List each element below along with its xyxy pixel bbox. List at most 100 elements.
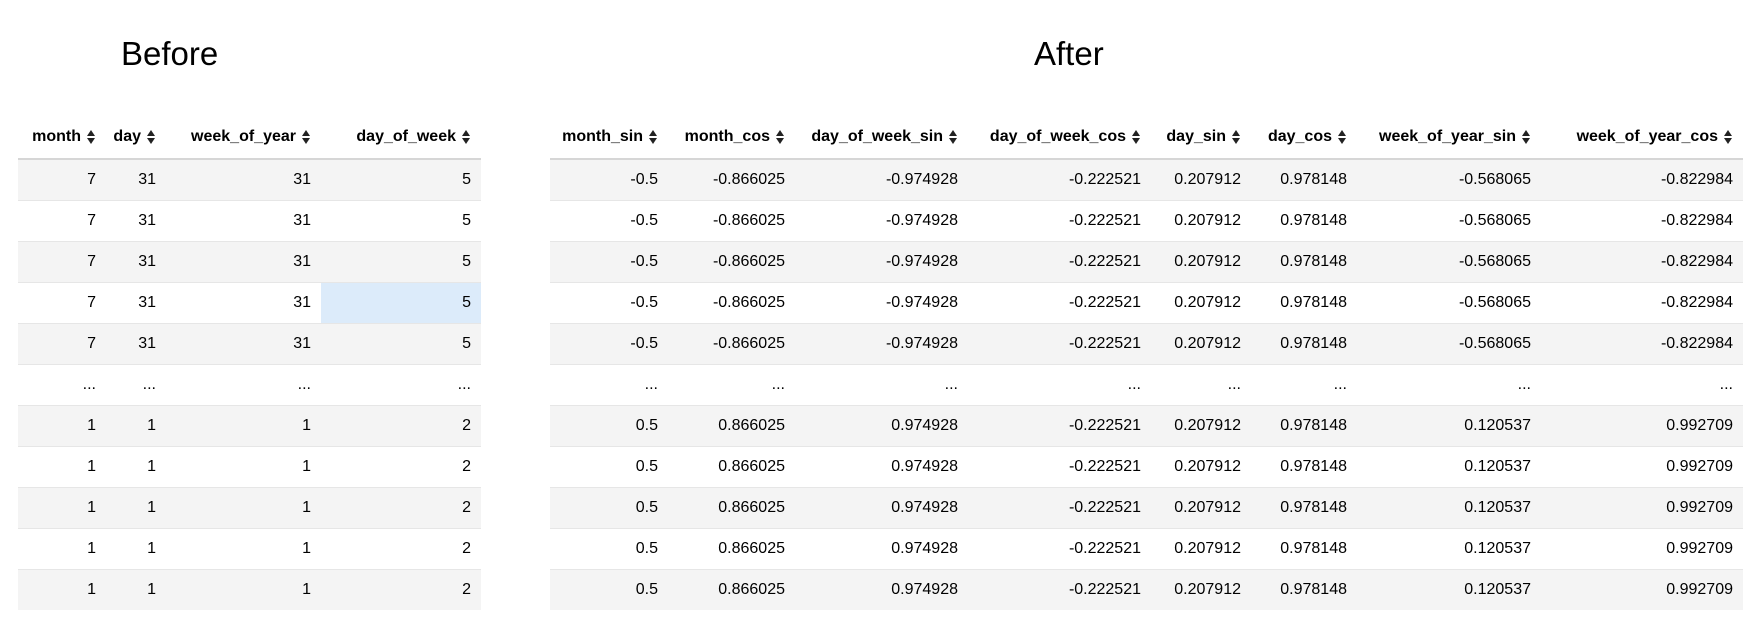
table-cell[interactable]: 0.978148 (1251, 159, 1357, 201)
table-cell[interactable]: 31 (166, 200, 321, 242)
table-cell[interactable]: 0.992709 (1541, 528, 1743, 570)
table-cell[interactable]: 31 (106, 200, 166, 242)
table-cell[interactable]: -0.568065 (1357, 323, 1541, 365)
table-cell[interactable]: 0.866025 (668, 487, 795, 529)
sort-icon[interactable] (1724, 129, 1733, 144)
table-cell[interactable]: 0.866025 (668, 405, 795, 447)
table-cell[interactable]: 31 (106, 323, 166, 365)
after-column-header-day-of-week-sin[interactable]: day_of_week_sin (795, 116, 968, 160)
before-column-header-day[interactable]: day (106, 116, 166, 160)
table-cell[interactable]: 0.978148 (1251, 569, 1357, 610)
table-cell[interactable]: 7 (18, 241, 106, 283)
table-cell[interactable]: 0.978148 (1251, 405, 1357, 447)
table-cell[interactable]: -0.222521 (968, 159, 1151, 201)
table-cell[interactable]: -0.222521 (968, 487, 1151, 529)
table-cell[interactable]: 31 (106, 159, 166, 201)
table-cell[interactable]: 1 (106, 446, 166, 488)
table-cell[interactable]: 0.207912 (1151, 405, 1251, 447)
table-cell[interactable]: 0.992709 (1541, 487, 1743, 529)
table-cell[interactable]: 1 (166, 487, 321, 529)
table-cell[interactable]: -0.866025 (668, 241, 795, 283)
table-cell[interactable]: 1 (18, 487, 106, 529)
table-cell[interactable]: 1 (18, 405, 106, 447)
after-column-header-day-cos[interactable]: day_cos (1251, 116, 1357, 160)
table-cell[interactable]: -0.822984 (1541, 159, 1743, 201)
table-cell[interactable]: 0.978148 (1251, 487, 1357, 529)
table-cell[interactable]: -0.866025 (668, 159, 795, 201)
table-cell[interactable]: ... (166, 364, 321, 406)
table-cell[interactable]: 1 (166, 405, 321, 447)
table-cell[interactable]: 5 (321, 323, 481, 365)
table-cell[interactable]: 0.974928 (795, 528, 968, 570)
table-cell[interactable]: -0.222521 (968, 528, 1151, 570)
table-cell[interactable]: 0.866025 (668, 569, 795, 610)
sort-icon[interactable] (649, 129, 658, 144)
table-cell[interactable]: 0.207912 (1151, 487, 1251, 529)
sort-icon[interactable] (1338, 129, 1347, 144)
table-cell[interactable]: 0.120537 (1357, 446, 1541, 488)
table-cell[interactable]: 1 (106, 528, 166, 570)
table-cell[interactable]: 0.120537 (1357, 405, 1541, 447)
table-cell[interactable]: 0.5 (550, 446, 668, 488)
table-cell[interactable]: -0.568065 (1357, 241, 1541, 283)
table-cell[interactable]: 1 (166, 528, 321, 570)
table-cell[interactable]: 0.866025 (668, 528, 795, 570)
table-cell[interactable]: 0.978148 (1251, 282, 1357, 324)
table-cell[interactable]: -0.822984 (1541, 200, 1743, 242)
table-cell[interactable]: -0.5 (550, 200, 668, 242)
table-cell[interactable]: 2 (321, 569, 481, 610)
table-cell[interactable]: 0.120537 (1357, 487, 1541, 529)
table-cell[interactable]: 5 (321, 159, 481, 201)
table-cell[interactable]: -0.568065 (1357, 159, 1541, 201)
table-cell[interactable]: 1 (106, 487, 166, 529)
table-cell[interactable]: -0.866025 (668, 282, 795, 324)
table-cell[interactable]: 1 (166, 569, 321, 610)
table-cell[interactable]: 0.992709 (1541, 569, 1743, 610)
table-cell[interactable]: 31 (166, 241, 321, 283)
table-cell[interactable]: 31 (166, 282, 321, 324)
table-cell[interactable]: 2 (321, 487, 481, 529)
table-cell[interactable]: ... (106, 364, 166, 406)
table-cell[interactable]: 0.207912 (1151, 323, 1251, 365)
table-cell[interactable]: 5 (321, 241, 481, 283)
table-cell[interactable]: 0.978148 (1251, 446, 1357, 488)
table-cell[interactable]: -0.866025 (668, 200, 795, 242)
table-cell[interactable]: -0.5 (550, 159, 668, 201)
sort-icon[interactable] (949, 129, 958, 144)
before-column-header-month[interactable]: month (18, 116, 106, 160)
table-cell[interactable]: 0.207912 (1151, 200, 1251, 242)
table-cell[interactable]: ... (1151, 364, 1251, 406)
table-cell[interactable]: -0.822984 (1541, 241, 1743, 283)
sort-icon[interactable] (87, 129, 96, 144)
table-cell[interactable]: 0.978148 (1251, 200, 1357, 242)
table-cell[interactable]: ... (795, 364, 968, 406)
table-cell[interactable]: -0.822984 (1541, 323, 1743, 365)
table-cell[interactable]: 1 (18, 446, 106, 488)
table-cell[interactable]: -0.222521 (968, 323, 1151, 365)
table-cell[interactable]: 0.5 (550, 528, 668, 570)
sort-icon[interactable] (1232, 129, 1241, 144)
table-cell[interactable]: -0.974928 (795, 282, 968, 324)
table-cell[interactable]: 0.5 (550, 405, 668, 447)
table-cell[interactable]: -0.5 (550, 323, 668, 365)
table-cell[interactable]: 0.207912 (1151, 528, 1251, 570)
table-cell[interactable]: 1 (166, 446, 321, 488)
sort-icon[interactable] (776, 129, 785, 144)
table-cell[interactable]: 0.978148 (1251, 323, 1357, 365)
table-cell[interactable]: 0.5 (550, 487, 668, 529)
sort-icon[interactable] (462, 129, 471, 144)
table-cell[interactable]: ... (550, 364, 668, 406)
after-column-header-month-sin[interactable]: month_sin (550, 116, 668, 160)
table-cell[interactable]: -0.974928 (795, 323, 968, 365)
table-cell[interactable]: 0.207912 (1151, 159, 1251, 201)
table-cell[interactable]: -0.222521 (968, 241, 1151, 283)
table-cell[interactable]: 0.992709 (1541, 405, 1743, 447)
table-cell[interactable]: -0.568065 (1357, 200, 1541, 242)
table-cell[interactable]: 2 (321, 405, 481, 447)
table-cell[interactable]: 0.207912 (1151, 446, 1251, 488)
table-cell[interactable]: ... (968, 364, 1151, 406)
table-cell[interactable]: ... (1251, 364, 1357, 406)
before-column-header-day-of-week[interactable]: day_of_week (321, 116, 481, 160)
after-column-header-week-of-year-sin[interactable]: week_of_year_sin (1357, 116, 1541, 160)
table-cell[interactable]: ... (321, 364, 481, 406)
